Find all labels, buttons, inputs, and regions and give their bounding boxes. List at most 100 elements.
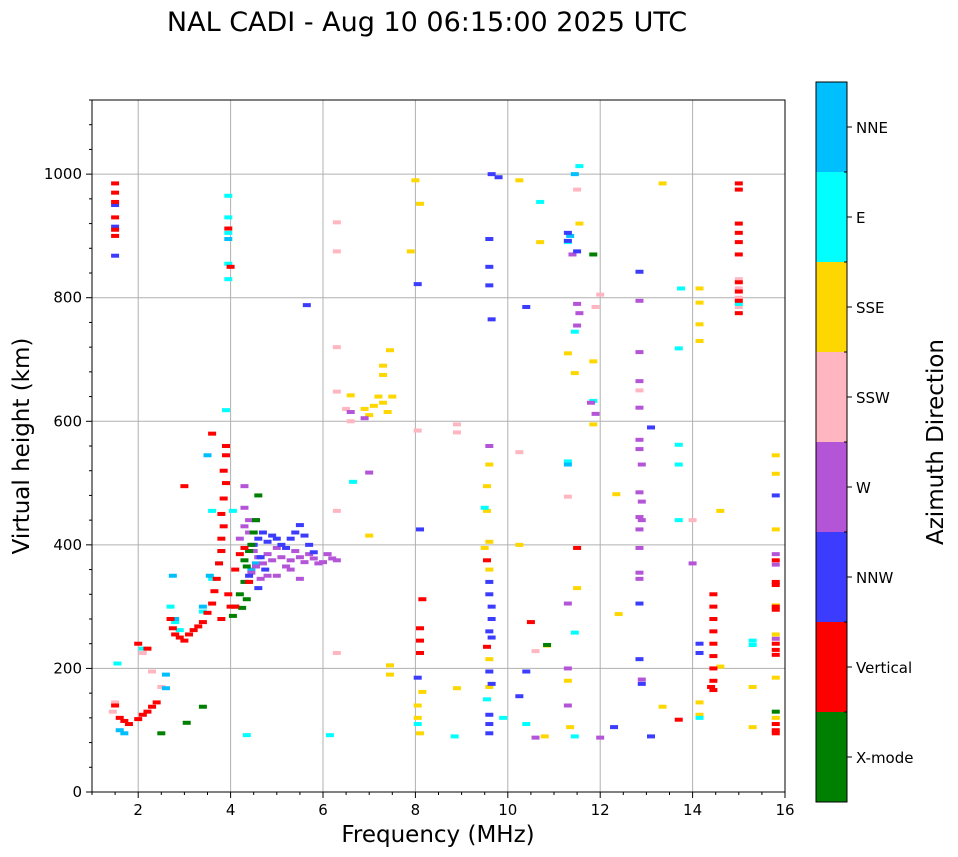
data-point-ssw xyxy=(332,389,341,394)
data-point-e xyxy=(224,230,233,235)
data-point-vertical xyxy=(771,604,780,609)
data-point-e xyxy=(570,329,579,334)
data-point-w xyxy=(563,703,572,708)
data-point-sse xyxy=(614,612,623,617)
data-point-sse xyxy=(365,413,374,418)
data-point-ssw xyxy=(148,669,157,674)
data-point-vertical xyxy=(208,431,217,436)
data-point-ssw xyxy=(531,649,540,654)
data-point-w xyxy=(485,444,494,448)
data-point-nnw xyxy=(563,238,572,243)
data-point-vertical xyxy=(416,638,425,643)
data-point-w xyxy=(305,552,314,557)
colorbar-segment-nnw xyxy=(816,532,847,622)
data-point-x-mode xyxy=(543,642,552,647)
data-point-vertical xyxy=(709,592,718,597)
data-point-sse xyxy=(483,484,492,489)
data-point-sse xyxy=(515,542,524,547)
data-point-sse xyxy=(716,664,725,669)
data-point-vertical xyxy=(221,481,230,486)
data-point-vertical xyxy=(707,684,716,689)
data-point-sse xyxy=(483,508,492,513)
data-point-sse xyxy=(771,453,780,458)
data-point-nnw xyxy=(485,592,494,597)
data-point-vertical xyxy=(771,583,780,588)
data-point-vertical xyxy=(217,549,226,554)
x-tick-label: 2 xyxy=(133,801,143,819)
data-point-vertical xyxy=(217,536,226,541)
data-point-ssw xyxy=(413,428,422,433)
data-point-e xyxy=(674,346,683,351)
data-point-w xyxy=(286,567,295,572)
data-point-e xyxy=(536,199,545,204)
data-point-vertical xyxy=(212,576,221,581)
data-point-vertical xyxy=(771,579,780,584)
data-point-vertical xyxy=(226,264,235,269)
data-point-sse xyxy=(658,704,667,709)
data-point-vertical xyxy=(168,626,177,631)
data-point-w xyxy=(635,570,644,575)
data-point-sse xyxy=(515,178,524,183)
data-point-vertical xyxy=(771,652,780,657)
y-tick-label: 200 xyxy=(53,659,82,677)
data-point-vertical xyxy=(771,558,780,563)
data-point-w xyxy=(247,570,256,575)
data-point-sse xyxy=(485,657,494,662)
data-point-vertical xyxy=(734,280,743,285)
data-point-w xyxy=(591,411,600,416)
data-point-sse xyxy=(573,586,582,591)
data-point-sse xyxy=(748,684,757,689)
data-point-nne xyxy=(168,573,177,578)
data-point-vertical xyxy=(771,722,780,727)
x-tick-label: 6 xyxy=(318,801,328,819)
data-point-ssw xyxy=(635,388,644,393)
data-point-vertical xyxy=(709,629,718,634)
data-point-nnw xyxy=(309,550,318,555)
x-tick-label: 16 xyxy=(775,801,794,819)
x-tick-label: 8 xyxy=(411,801,421,819)
plot-area xyxy=(92,100,785,792)
data-point-vertical xyxy=(111,199,120,204)
data-point-nnw xyxy=(256,555,265,560)
data-point-nnw xyxy=(111,203,120,208)
data-point-vertical xyxy=(219,496,228,501)
data-point-nnw xyxy=(563,230,572,235)
data-point-sse xyxy=(452,686,461,691)
data-point-w xyxy=(282,564,291,569)
data-point-e xyxy=(175,628,184,633)
data-point-e xyxy=(674,518,683,523)
data-point-e xyxy=(138,646,147,651)
data-point-w xyxy=(771,562,780,567)
data-point-nnw xyxy=(485,283,494,288)
data-point-w xyxy=(240,505,249,510)
data-point-vertical xyxy=(240,545,249,550)
data-point-vertical xyxy=(148,704,157,709)
data-point-nne xyxy=(247,567,256,572)
colorbar-segment-ssw xyxy=(816,352,847,442)
data-point-vertical xyxy=(235,552,244,557)
data-point-ssw xyxy=(332,508,341,513)
x-tick-label: 4 xyxy=(226,801,236,819)
data-point-nnw xyxy=(635,657,644,662)
data-point-w xyxy=(295,555,304,560)
data-point-sse xyxy=(374,394,383,399)
y-tick-label: 400 xyxy=(53,536,82,554)
data-point-w xyxy=(771,636,780,641)
data-point-w xyxy=(635,437,644,442)
data-point-sse xyxy=(771,632,780,637)
data-point-w xyxy=(586,400,595,405)
colorbar-tick-label: NNE xyxy=(856,119,888,137)
data-point-sse xyxy=(485,567,494,572)
data-point-w xyxy=(314,561,323,566)
colorbar-label: Azimuth Direction xyxy=(923,339,949,545)
data-point-w xyxy=(568,252,577,257)
data-point-nne xyxy=(115,728,124,733)
colorbar-segment-sse xyxy=(816,262,847,352)
data-point-w xyxy=(268,558,277,563)
data-point-vertical xyxy=(771,607,780,612)
data-point-w xyxy=(256,576,265,581)
data-point-nnw xyxy=(485,731,494,736)
data-point-w xyxy=(635,350,644,355)
data-point-e xyxy=(198,609,207,614)
